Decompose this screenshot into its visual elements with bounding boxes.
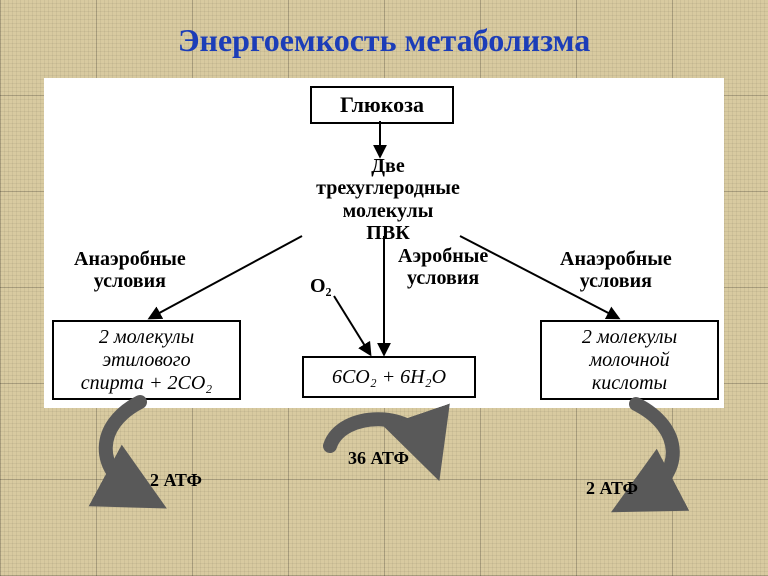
label-aerobic: Аэробныеусловия xyxy=(398,245,488,290)
node-pvk: ДветрехуглеродныемолекулыПВК xyxy=(300,155,476,245)
atp-right: 2 АТФ xyxy=(586,478,638,499)
node-co2h2o: 6CO₂ + 6H₂O xyxy=(302,356,476,398)
page-title: Энергоемкость метаболизма xyxy=(0,22,768,59)
label-anaerobic-left: Анаэробныеусловия xyxy=(74,248,186,293)
atp-left: 2 АТФ xyxy=(150,470,202,491)
label-anaerobic-right: Анаэробныеусловия xyxy=(560,248,672,293)
node-ethanol: 2 молекулыэтиловогоспирта + 2CO₂ xyxy=(52,320,241,400)
node-glucose: Глюкоза xyxy=(310,86,454,124)
node-lactic: 2 молекулымолочнойкислоты xyxy=(540,320,719,400)
node-glucose-text: Глюкоза xyxy=(340,92,424,117)
atp-center: 36 АТФ xyxy=(348,448,409,469)
label-o2: O₂ xyxy=(310,275,332,297)
node-co2h2o-text: 6CO₂ + 6H₂O xyxy=(332,366,446,389)
